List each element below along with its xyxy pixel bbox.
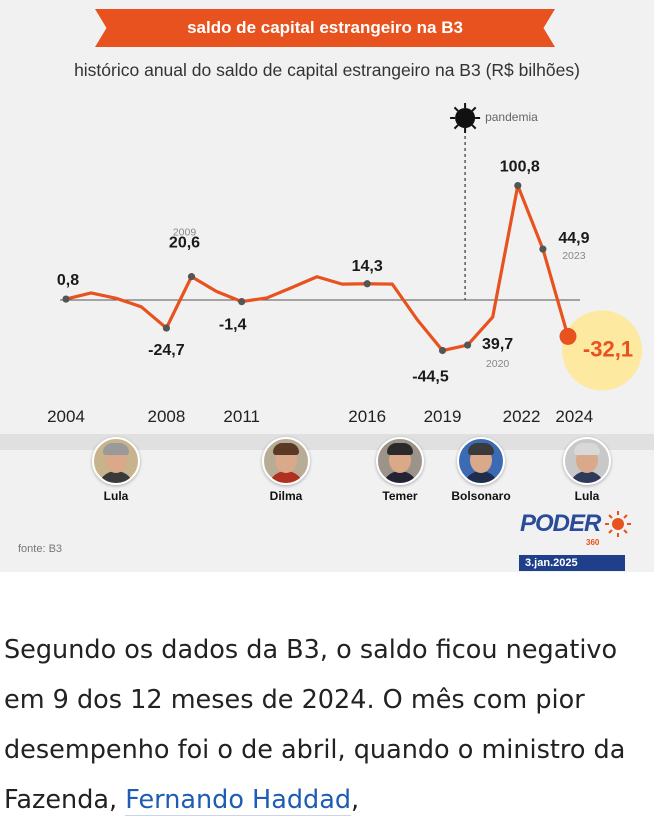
x-tick-label: 2004 <box>47 407 85 426</box>
series-line <box>65 183 570 353</box>
data-point <box>238 297 246 306</box>
data-label: 0,8 <box>57 272 79 289</box>
data-label: 14,3 <box>352 258 383 275</box>
publish-date: 3.jan.2025 <box>519 555 625 571</box>
source-note: fonte: B3 <box>18 543 63 555</box>
article-paragraph: Segundo os dados da B3, o saldo ficou ne… <box>4 625 654 825</box>
data-point <box>464 341 472 349</box>
sun-icon <box>605 511 631 537</box>
avatar <box>563 437 611 485</box>
logo-text: PODER <box>520 510 601 537</box>
data-point <box>187 273 196 281</box>
president-name: Lula <box>103 489 129 503</box>
highlight-circle <box>562 310 642 391</box>
data-point <box>539 245 547 253</box>
virus-spike <box>471 106 477 112</box>
logo-sub: 360 <box>586 538 600 547</box>
president-name: Temer <box>382 489 418 503</box>
x-tick-label: 2019 <box>424 407 462 426</box>
x-tick-label: 2008 <box>147 407 185 426</box>
data-point <box>62 295 70 303</box>
data-label-year: 2023 <box>562 250 586 262</box>
data-label: 39,7 <box>482 336 513 353</box>
data-label: 44,9 <box>558 230 589 247</box>
virus-icon <box>455 108 476 128</box>
data-point <box>559 327 577 345</box>
data-point <box>438 346 447 355</box>
virus-spike <box>471 124 477 130</box>
data-label-year: 2009 <box>173 227 197 239</box>
x-tick-label: 2022 <box>503 407 541 426</box>
paragraph-text: Segundo os dados da B3, o saldo ficou ne… <box>4 635 626 815</box>
data-point <box>162 324 170 332</box>
president-name: Dilma <box>269 489 303 503</box>
president-bolsonaro: Bolsonaro <box>441 437 521 503</box>
president-name: Lula <box>574 489 600 503</box>
avatar <box>262 437 310 485</box>
data-label: -44,5 <box>412 369 449 386</box>
president-dilma: Dilma <box>246 437 326 503</box>
data-point <box>514 181 522 190</box>
fernando-haddad-link[interactable]: Fernando Haddad <box>125 785 352 816</box>
data-label: 20,6 <box>169 235 200 252</box>
data-label: -32,1 <box>583 336 633 361</box>
data-label-year: 2020 <box>486 358 510 370</box>
chart-title-banner: saldo de capital estrangeiro na B3 <box>95 9 555 47</box>
x-tick-label: 2024 <box>555 407 593 426</box>
infographic-card: saldo de capital estrangeiro na B3 histó… <box>0 0 654 572</box>
avatar <box>457 437 505 485</box>
president-name: Bolsonaro <box>451 489 511 503</box>
data-label: -1,4 <box>219 317 247 334</box>
data-point <box>363 280 371 288</box>
paragraph-tail: , <box>351 785 360 815</box>
avatar <box>92 437 140 485</box>
x-tick-label: 2016 <box>348 407 386 426</box>
president-temer: Temer <box>360 437 440 503</box>
virus-spike <box>453 124 459 130</box>
virus-spike <box>453 106 459 112</box>
avatar <box>376 437 424 485</box>
poder360-logo: PODER 360 <box>520 510 631 547</box>
data-label: -24,7 <box>148 342 185 359</box>
data-label: 100,8 <box>500 159 540 176</box>
chart-subtitle: histórico anual do saldo de capital estr… <box>74 60 580 80</box>
pandemic-label: pandemia <box>485 110 538 124</box>
x-tick-label: 2011 <box>223 407 260 426</box>
president-lula-1: Lula <box>76 437 156 503</box>
president-lula-2: Lula <box>547 437 627 503</box>
